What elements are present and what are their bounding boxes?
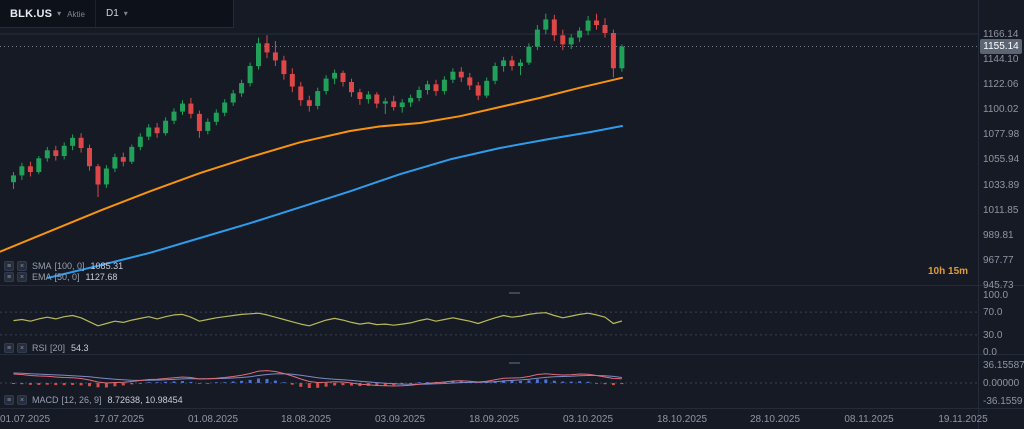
indicator-menu-icon[interactable]: ≡ xyxy=(4,272,14,282)
time-tick-label: 03.09.2025 xyxy=(374,414,426,425)
indicator-value: 54.3 xyxy=(71,343,89,353)
indicator-name: RSI xyxy=(32,343,48,353)
current-price-value: 1155.14 xyxy=(983,41,1019,52)
macd-tick-label: -36.1559 xyxy=(983,396,1023,407)
time-tick-label: 01.07.2025 xyxy=(0,414,51,425)
rsi-indicator-legend: ≡ × RSI [20] 54.3 xyxy=(4,343,89,353)
time-axis[interactable]: 01.07.2025 17.07.2025 01.08.2025 18.08.2025… xyxy=(0,409,1024,429)
price-tick-label: 1166.14 xyxy=(983,29,1019,40)
chevron-down-icon: ▾ xyxy=(57,9,62,18)
price-tick-label: 945.73 xyxy=(983,280,1014,291)
ema-indicator-legend: ≡ × EMA [50, 0] 1127.68 xyxy=(4,272,117,282)
indicator-close-icon[interactable]: × xyxy=(17,261,27,271)
symbol-selector[interactable]: BLK.US ▾ Aktie xyxy=(0,0,95,27)
indicator-close-icon[interactable]: × xyxy=(17,343,27,353)
indicator-close-icon[interactable]: × xyxy=(17,395,27,405)
rsi-panel-handle[interactable] xyxy=(509,292,520,294)
price-tick-label: 1055.94 xyxy=(983,154,1020,165)
indicator-params: [12, 26, 9] xyxy=(61,395,102,405)
macd-tick-label: 36.15587 xyxy=(983,360,1024,371)
price-tick-label: 1122.06 xyxy=(983,79,1019,90)
rsi-tick-label: 30.0 xyxy=(983,330,1003,341)
rsi-tick-label: 70.0 xyxy=(983,307,1003,318)
price-axis-border xyxy=(978,0,979,429)
time-tick-label: 19.11.2025 xyxy=(938,414,988,425)
price-tick-label: 1033.89 xyxy=(983,180,1020,191)
indicator-name: SMA xyxy=(32,261,52,271)
macd-indicator-legend: ≡ × MACD [12, 26, 9] 8.72638, 10.98454 xyxy=(4,395,183,405)
indicator-params: [100, 0] xyxy=(54,261,85,271)
indicator-value: 1085.31 xyxy=(90,261,124,271)
time-tick-label: 18.08.2025 xyxy=(280,414,332,425)
rsi-tick-label: 100.0 xyxy=(983,290,1009,301)
price-tick-label: 967.77 xyxy=(983,255,1014,266)
indicator-value: 1127.68 xyxy=(85,272,118,282)
price-tick-label: 1144.10 xyxy=(983,54,1019,65)
indicator-name: MACD xyxy=(32,395,59,405)
price-tick-label: 989.81 xyxy=(983,230,1014,241)
rsi-tick-label: 0.0 xyxy=(983,347,997,358)
macd-panel-handle[interactable] xyxy=(509,362,520,364)
time-tick-label: 08.11.2025 xyxy=(844,414,894,425)
price-tick-label: 1011.85 xyxy=(983,205,1019,216)
time-tick-label: 18.09.2025 xyxy=(468,414,520,425)
price-axis[interactable]: 1166.14 1144.10 1122.06 1100.02 1077.98 1055.… xyxy=(979,0,1024,409)
instrument-type-label: Aktie xyxy=(67,10,85,19)
sma-indicator-legend: ≡ × SMA [100, 0] 1085.31 xyxy=(4,261,123,271)
macd-tick-label: 0.00000 xyxy=(983,378,1020,389)
price-tick-label: 1100.02 xyxy=(983,104,1019,115)
rsi-panel-canvas[interactable] xyxy=(0,286,978,354)
time-tick-label: 03.10.2025 xyxy=(562,414,614,425)
symbol-toolbar: BLK.US ▾ Aktie D1 ▾ xyxy=(0,0,234,28)
panel-divider[interactable] xyxy=(0,285,1024,286)
macd-panel-canvas[interactable] xyxy=(0,355,978,408)
indicator-params: [20] xyxy=(50,343,66,353)
time-axis-border xyxy=(0,408,1024,409)
symbol-label: BLK.US xyxy=(10,7,53,20)
indicator-menu-icon[interactable]: ≡ xyxy=(4,395,14,405)
bar-close-countdown: 10h 15m xyxy=(928,266,969,277)
time-tick-label: 18.10.2025 xyxy=(656,414,708,425)
main-price-chart-canvas[interactable] xyxy=(0,0,978,286)
indicator-name: EMA xyxy=(32,272,52,282)
chevron-down-icon: ▾ xyxy=(123,9,128,18)
indicator-menu-icon[interactable]: ≡ xyxy=(4,261,14,271)
timeframe-selector[interactable]: D1 ▾ xyxy=(94,0,138,27)
time-tick-label: 28.10.2025 xyxy=(749,414,801,425)
time-tick-label: 01.08.2025 xyxy=(187,414,239,425)
price-tick-label: 1077.98 xyxy=(983,129,1020,140)
current-price-tag: 1155.14 xyxy=(980,39,1022,54)
indicator-params: [50, 0] xyxy=(54,272,80,282)
panel-divider[interactable] xyxy=(0,354,1024,355)
indicator-value: 8.72638, 10.98454 xyxy=(107,395,183,405)
timeframe-label: D1 xyxy=(105,8,119,19)
indicator-close-icon[interactable]: × xyxy=(17,272,27,282)
time-tick-label: 17.07.2025 xyxy=(93,414,145,425)
indicator-menu-icon[interactable]: ≡ xyxy=(4,343,14,353)
